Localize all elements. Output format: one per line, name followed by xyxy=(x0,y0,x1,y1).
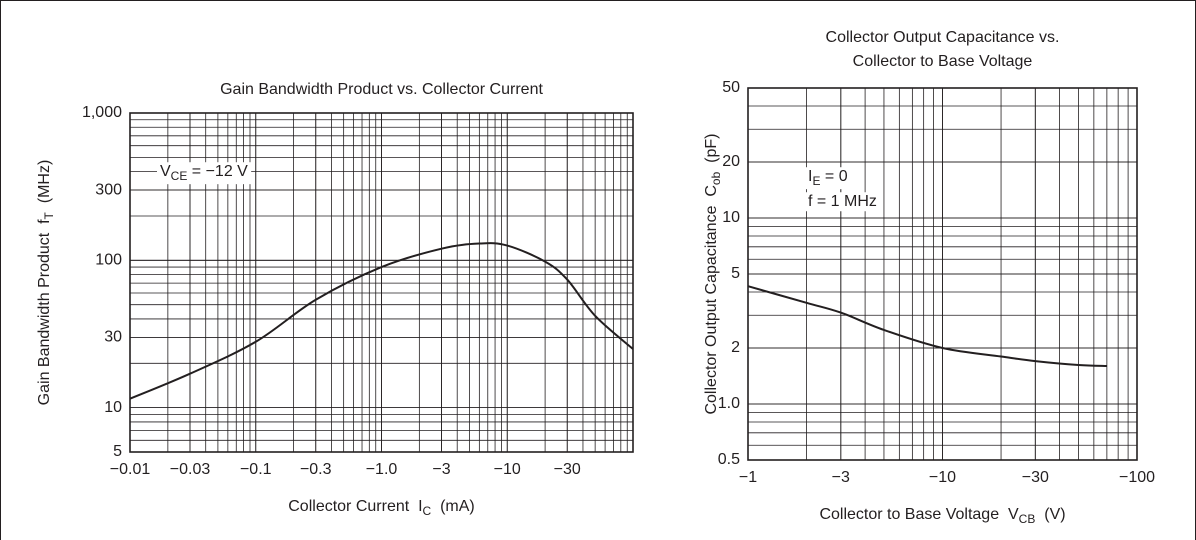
curve xyxy=(747,285,1107,368)
annotation-part: V xyxy=(160,163,171,180)
annotation-box xyxy=(805,192,880,212)
y-tick-label: 50 xyxy=(722,79,740,96)
x-tick-label: −3 xyxy=(832,469,850,486)
y-tick-label: 1,000 xyxy=(82,104,122,121)
chart-title: Collector Output Capacitance vs. xyxy=(826,29,1060,46)
x-axis-label-part: CB xyxy=(1019,512,1036,526)
x-tick-label: −30 xyxy=(554,461,581,478)
y-tick-label: 10 xyxy=(722,209,740,226)
y-tick-label: 5 xyxy=(731,265,740,282)
y-tick-label: 1.0 xyxy=(718,395,740,412)
y-tick-label: 0.5 xyxy=(718,451,740,468)
x-axis-label: Collector to Base Voltage VCB (V) xyxy=(819,506,1065,526)
annotation-part: E xyxy=(812,174,820,188)
curve xyxy=(129,242,634,400)
x-axis-label-part: (V) xyxy=(1035,506,1065,523)
annotation-box xyxy=(805,167,851,190)
x-axis-label-part: C xyxy=(423,504,432,518)
plot-border xyxy=(129,112,634,453)
x-tick-label: −0.1 xyxy=(240,461,272,478)
chart-title: Gain Bandwidth Product vs. Collector Cur… xyxy=(220,81,543,98)
annotation-part: = 0 xyxy=(820,168,847,185)
y-tick-label: 300 xyxy=(95,181,122,198)
x-tick-label: −10 xyxy=(494,461,521,478)
x-axis-label-part: (mA) xyxy=(431,498,475,515)
x-tick-label: −0.01 xyxy=(110,461,151,478)
y-tick-label: 2 xyxy=(731,339,740,356)
x-axis-label: Collector Current IC (mA) xyxy=(288,498,474,518)
x-axis-label-part: Collector to Base Voltage V xyxy=(819,506,1019,523)
x-tick-label: −100 xyxy=(1119,469,1155,486)
annotation-part: f = 1 MHz xyxy=(808,193,877,210)
chart-title: Collector to Base Voltage xyxy=(853,53,1033,70)
y-axis-label-part: T xyxy=(42,211,56,219)
x-tick-label: −0.03 xyxy=(170,461,211,478)
y-tick-label: 30 xyxy=(104,329,122,346)
y-tick-label: 20 xyxy=(722,153,740,170)
y-axis-label-part: ob xyxy=(709,171,723,185)
y-axis-label-part: Collector Output Capacitance C xyxy=(703,185,720,414)
x-tick-label: −1 xyxy=(739,469,757,486)
annotation-part: I xyxy=(808,168,812,185)
x-tick-label: −3 xyxy=(432,461,450,478)
annotation-part: CE xyxy=(171,169,188,183)
plot-border xyxy=(747,87,1138,461)
x-tick-label: −10 xyxy=(929,469,956,486)
y-axis-label-part: (pF) xyxy=(703,133,720,171)
annotation-part: = −12 V xyxy=(187,163,248,180)
x-tick-label: −1.0 xyxy=(366,461,398,478)
x-tick-label: −0.3 xyxy=(300,461,332,478)
y-tick-label: 10 xyxy=(104,399,122,416)
annotation-box xyxy=(157,162,252,185)
annotation: VCE = −12 V xyxy=(160,163,248,183)
annotation: IE = 0 xyxy=(808,168,848,188)
annotation: f = 1 MHz xyxy=(808,193,877,210)
y-axis-label-part: Gain Bandwidth Product f xyxy=(36,219,53,405)
y-tick-label: 100 xyxy=(95,252,122,269)
y-axis-label: Collector Output Capacitance Cob (pF) xyxy=(703,133,723,414)
x-axis-label-part: Collector Current I xyxy=(288,498,422,515)
y-axis-label-part: (MHz) xyxy=(36,160,53,212)
y-tick-label: 5 xyxy=(113,443,122,460)
x-tick-label: −30 xyxy=(1022,469,1049,486)
y-axis-label: Gain Bandwidth Product fT (MHz) xyxy=(36,160,56,406)
